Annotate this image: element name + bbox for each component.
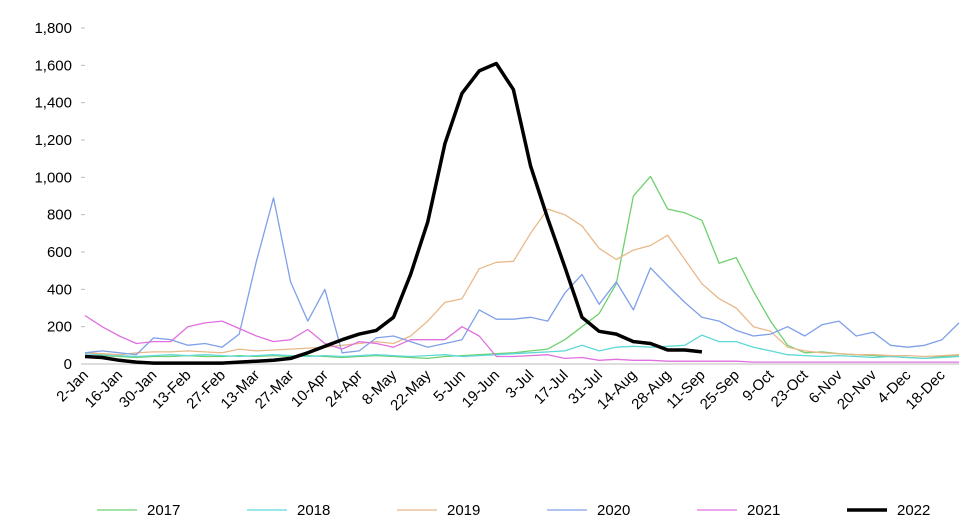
x-tick-label: 23-Oct bbox=[768, 366, 812, 410]
y-tick-label: 0 bbox=[64, 356, 72, 373]
y-tick-label: 1,200 bbox=[34, 132, 72, 149]
x-tick-label: 16-Jan bbox=[82, 367, 126, 411]
series-line bbox=[84, 208, 960, 358]
x-tick-label: 17-Jul bbox=[531, 367, 572, 408]
legend-label: 2022 bbox=[897, 502, 930, 519]
series-line bbox=[84, 61, 703, 365]
y-tick-label: 600 bbox=[47, 244, 72, 261]
y-tick-label: 1,800 bbox=[34, 20, 72, 37]
series-line bbox=[84, 175, 960, 360]
legend-label: 2019 bbox=[447, 502, 480, 519]
x-tick-label: 25-Sep bbox=[697, 367, 743, 413]
legend-label: 2018 bbox=[297, 502, 330, 519]
legend-label: 2020 bbox=[597, 502, 630, 519]
y-tick-label: 400 bbox=[47, 281, 72, 298]
x-tick-label: 20-Nov bbox=[834, 366, 881, 413]
x-tick-label: 19-Jun bbox=[459, 367, 503, 411]
x-tick-label: 28-Aug bbox=[628, 367, 674, 413]
series-line bbox=[84, 314, 959, 363]
y-tick-label: 1,600 bbox=[34, 57, 72, 74]
y-tick-label: 1,400 bbox=[34, 95, 72, 112]
y-tick-label: 200 bbox=[47, 319, 72, 336]
x-tick-label: 27-Mar bbox=[252, 367, 298, 413]
series-line bbox=[84, 197, 960, 356]
x-tick-label: 24-Apr bbox=[322, 367, 366, 411]
y-tick-label: 1,000 bbox=[34, 169, 72, 186]
x-tick-label: 18-Dec bbox=[902, 366, 949, 413]
series-line bbox=[84, 334, 960, 360]
y-tick-label: 800 bbox=[47, 207, 72, 224]
x-tick-label: 10-Apr bbox=[288, 367, 332, 411]
legend-label: 2021 bbox=[747, 502, 780, 519]
legend-label: 2017 bbox=[147, 502, 180, 519]
